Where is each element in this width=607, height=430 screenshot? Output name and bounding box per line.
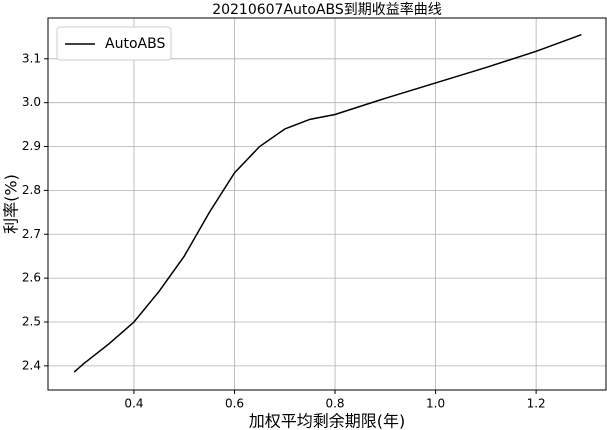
x-tick-label: 1.2 (527, 397, 546, 411)
y-tick-label: 2.6 (22, 271, 41, 285)
x-tick-label: 0.8 (325, 397, 344, 411)
x-tick-label: 1.0 (426, 397, 445, 411)
legend-box (56, 26, 172, 61)
plot-frame (47, 17, 607, 391)
x-axis-label: 加权平均剩余期限(年) (249, 412, 406, 430)
y-tick-label: 3.1 (22, 51, 41, 65)
y-axis-label: 利率(%) (2, 174, 21, 234)
y-tick-label: 2.5 (22, 315, 41, 329)
x-tick-label: 0.4 (124, 397, 143, 411)
y-tick-label: 2.9 (22, 139, 41, 153)
y-tick-label: 2.8 (22, 183, 41, 197)
y-tick-label: 2.7 (22, 227, 41, 241)
y-tick-label: 2.4 (22, 358, 41, 372)
x-tick-label: 0.6 (225, 397, 244, 411)
line-series (73, 33, 582, 373)
y-tick-label: 3.0 (22, 95, 41, 109)
chart-title: 20210607AutoABS到期收益率曲线 (212, 1, 442, 18)
legend-label: AutoABS (105, 36, 165, 52)
